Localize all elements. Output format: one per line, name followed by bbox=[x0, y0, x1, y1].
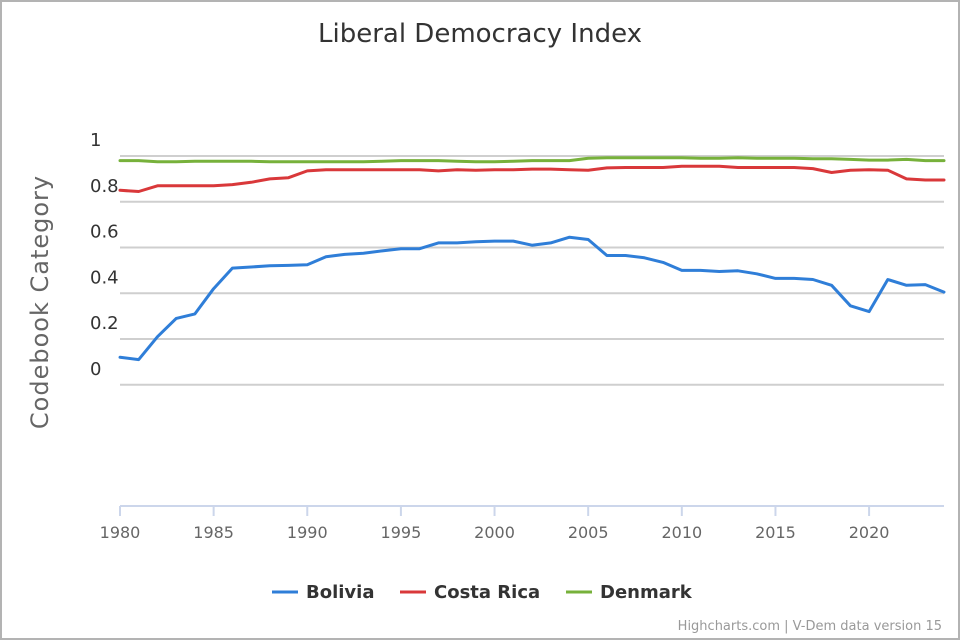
series-line-denmark[interactable] bbox=[118, 156, 946, 164]
y-axis-ticks: 0 0.2 0.4 0.6 0.8 1 bbox=[90, 130, 119, 380]
legend-label: Bolivia bbox=[306, 582, 374, 603]
legend[interactable]: Bolivia Costa Rica Denmark bbox=[272, 582, 693, 603]
credits-link[interactable]: Highcharts.com | V-Dem data version 15 bbox=[678, 619, 942, 634]
x-tick-label: 2015 bbox=[755, 523, 796, 542]
y-tick-label: 0.8 bbox=[90, 176, 119, 197]
y-axis-label: Codebook Category bbox=[26, 175, 54, 429]
x-axis-ticks: 1980 1985 1990 1995 2000 2005 2010 2015 2020 bbox=[100, 506, 890, 542]
x-tick-label: 2005 bbox=[568, 523, 609, 542]
y-tick-label: 1 bbox=[90, 130, 101, 151]
legend-item-costa-rica[interactable]: Costa Rica bbox=[400, 582, 540, 603]
x-tick-label: 1985 bbox=[193, 523, 234, 542]
legend-label: Denmark bbox=[600, 582, 693, 603]
x-tick-label: 2020 bbox=[849, 523, 890, 542]
series-line-costa-rica[interactable] bbox=[118, 164, 946, 193]
x-tick-label: 1990 bbox=[287, 523, 328, 542]
x-tick-label: 2000 bbox=[474, 523, 515, 542]
gridlines bbox=[120, 155, 944, 386]
series-line-bolivia[interactable] bbox=[118, 235, 946, 362]
series-lines bbox=[118, 156, 946, 362]
legend-label: Costa Rica bbox=[434, 582, 540, 603]
y-tick-label: 0.4 bbox=[90, 267, 119, 288]
legend-item-denmark[interactable]: Denmark bbox=[566, 582, 693, 603]
chart-title: Liberal Democracy Index bbox=[318, 19, 642, 49]
y-tick-label: 0.2 bbox=[90, 313, 119, 334]
y-tick-label: 0 bbox=[90, 359, 101, 380]
x-tick-label: 2010 bbox=[661, 523, 702, 542]
x-tick-label: 1995 bbox=[381, 523, 422, 542]
y-tick-label: 0.6 bbox=[90, 222, 119, 243]
legend-item-bolivia[interactable]: Bolivia bbox=[272, 582, 374, 603]
x-tick-label: 1980 bbox=[100, 523, 141, 542]
